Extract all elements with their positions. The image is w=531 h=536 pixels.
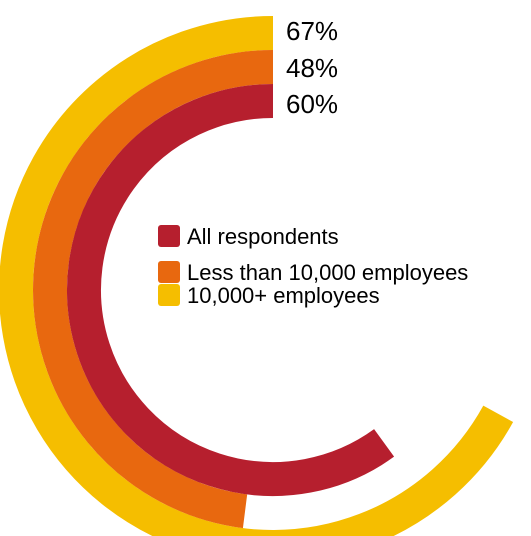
legend-swatch-less-than-10000 <box>158 261 180 283</box>
value-label-inner: 60% <box>286 89 338 119</box>
arc-all-respondents <box>67 84 395 496</box>
chart-arcs <box>0 16 514 536</box>
legend-item-less-than-10000: Less than 10,000 employees <box>158 260 468 285</box>
arc-less-than-10000 <box>33 50 274 529</box>
arc-10000-plus <box>0 16 514 536</box>
legend: All respondents Less than 10,000 employe… <box>158 224 468 308</box>
legend-item-all-respondents: All respondents <box>158 224 339 249</box>
legend-swatch-all-respondents <box>158 225 180 247</box>
legend-label-10000-plus: 10,000+ employees <box>187 283 380 308</box>
value-label-outer: 67% <box>286 16 338 46</box>
legend-label-less-than-10000: Less than 10,000 employees <box>187 260 468 285</box>
legend-label-all-respondents: All respondents <box>187 224 339 249</box>
legend-item-10000-plus: 10,000+ employees <box>158 283 380 308</box>
value-label-middle: 48% <box>286 53 338 83</box>
legend-swatch-10000-plus <box>158 284 180 306</box>
